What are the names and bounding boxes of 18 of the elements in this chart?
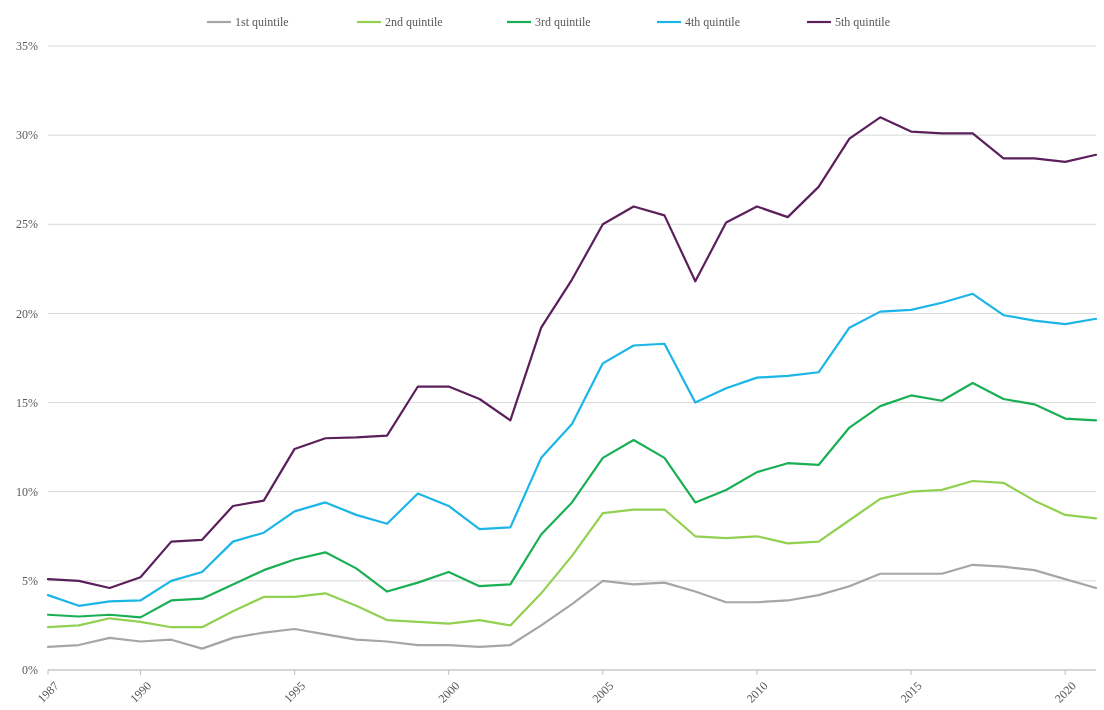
line-series — [46, 479, 1098, 629]
line-series — [46, 292, 1098, 607]
y-tick-label: 35% — [16, 39, 38, 54]
y-tick-label: 10% — [16, 484, 38, 499]
y-tick-label: 5% — [22, 574, 38, 589]
legend-label: 1st quintile — [235, 15, 289, 30]
legend-label: 2nd quintile — [385, 15, 443, 30]
y-tick-label: 15% — [16, 395, 38, 410]
line-series — [46, 563, 1098, 650]
line-series — [46, 381, 1098, 619]
y-tick-label: 0% — [22, 663, 38, 678]
y-tick-label: 30% — [16, 128, 38, 143]
line-series — [46, 116, 1098, 590]
y-tick-label: 25% — [16, 217, 38, 232]
legend-label: 4th quintile — [685, 15, 740, 30]
legend-label: 5th quintile — [835, 15, 890, 30]
y-tick-label: 20% — [16, 306, 38, 321]
legend-label: 3rd quintile — [535, 15, 591, 30]
